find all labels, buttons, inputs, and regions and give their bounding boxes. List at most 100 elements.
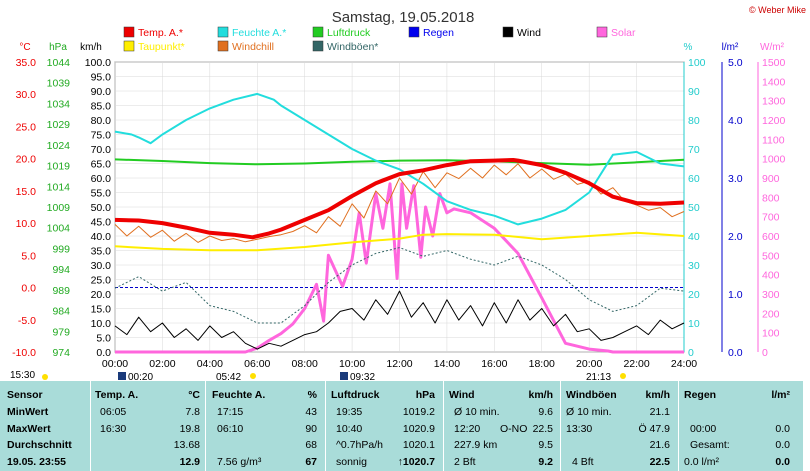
sunset-icon bbox=[620, 373, 626, 379]
series-feuchte-a bbox=[114, 92, 685, 226]
series-wind bbox=[114, 290, 685, 350]
y-tick-label-rain_lm2: 0.0 bbox=[728, 347, 743, 359]
y-tick-label-wind_kmh: 0.0 bbox=[96, 347, 111, 359]
unit-celsius: °C bbox=[19, 42, 30, 53]
unit-solar: W/m² bbox=[760, 42, 785, 53]
legend-label: Luftdruck bbox=[327, 27, 371, 39]
y-tick-label-solar_wm2: 1500 bbox=[762, 57, 786, 69]
wind-current-value: 9.2 bbox=[538, 456, 553, 468]
legend: Temp. A.* Feuchte A.* Luftdruck Regen Wind So… bbox=[123, 26, 636, 53]
legend-swatch bbox=[502, 26, 514, 38]
legend-swatch bbox=[596, 26, 608, 38]
sunrise-time: 05:42 bbox=[216, 372, 241, 381]
y-tick-label-wind_kmh: 75.0 bbox=[91, 130, 112, 142]
y-tick-label-temp_c: -10.0 bbox=[12, 347, 36, 359]
y-tick-label-wind_kmh: 5.0 bbox=[96, 333, 111, 345]
table-row: MinWert 06:05 7.8 17:15 43 19:35 1019.2 … bbox=[0, 405, 803, 420]
series-taupunkt bbox=[114, 231, 685, 252]
y-tick-label-wind_kmh: 30.0 bbox=[91, 260, 112, 272]
hdr-gusts-unit: km/h bbox=[645, 389, 670, 401]
y-tick-label-pressure_hpa: 999 bbox=[52, 243, 70, 255]
series-solar bbox=[115, 182, 684, 354]
y-tick-label-solar_wm2: 300 bbox=[762, 289, 780, 301]
y-tick-label-wind_kmh: 45.0 bbox=[91, 217, 112, 229]
y-tick-label-wind_kmh: 95.0 bbox=[91, 72, 112, 84]
y-tick-label-pressure_hpa: 1014 bbox=[47, 181, 71, 193]
y-tick-label-wind_kmh: 25.0 bbox=[91, 275, 112, 287]
sunset-time: 21:13 bbox=[586, 372, 611, 381]
rain-current-value: 0.0 bbox=[775, 456, 790, 468]
weather-chart: Samstag, 19.05.2018 © Weber Mike Temp. A… bbox=[10, 5, 806, 381]
y-tick-label-pressure_hpa: 1004 bbox=[47, 223, 71, 235]
hdr-rain: Regen bbox=[684, 389, 717, 401]
y-tick-label-wind_kmh: 15.0 bbox=[91, 304, 112, 316]
row-label: MinWert bbox=[7, 406, 49, 418]
table-header-row: Sensor Temp. A. °C Feuchte A. % Luftdruc… bbox=[0, 388, 803, 403]
humidity-time: 17:15 bbox=[217, 406, 244, 418]
rain-current-label: 0.0 l/m² bbox=[684, 456, 720, 468]
x-tick-label: 04:00 bbox=[197, 358, 223, 370]
sunrise-icon bbox=[250, 373, 256, 379]
y-tick-label-pressure_hpa: 1019 bbox=[47, 161, 71, 173]
x-tick-label: 12:00 bbox=[386, 358, 412, 370]
unit-hpa: hPa bbox=[49, 42, 67, 53]
table-row: Durchschnitt 13.68 68 ^0.7hPa/h 1020.1 2… bbox=[0, 438, 803, 453]
row-label: 19.05. 23:55 bbox=[7, 456, 66, 468]
y-tick-label-wind_kmh: 80.0 bbox=[91, 115, 112, 127]
y-tick-label-humidity_pct: 40 bbox=[688, 231, 700, 243]
y-tick-label-solar_wm2: 500 bbox=[762, 250, 780, 262]
y-tick-label-temp_c: 5.0 bbox=[21, 250, 36, 262]
legend-label: Taupunkt* bbox=[138, 41, 185, 53]
wind-value: 9.5 bbox=[538, 439, 553, 451]
y-tick-label-wind_kmh: 50.0 bbox=[91, 202, 112, 214]
hdr-humidity: Feuchte A. bbox=[212, 389, 266, 401]
y-tick-label-humidity_pct: 0 bbox=[688, 347, 694, 359]
gust-value: 21.1 bbox=[649, 406, 670, 418]
x-tick-label: 24:00 bbox=[671, 358, 697, 370]
wind-value: 9.6 bbox=[538, 406, 553, 418]
legend-label: Feuchte A.* bbox=[232, 27, 286, 39]
y-tick-label-temp_c: 15.0 bbox=[16, 186, 37, 198]
pressure-value: 1020.9 bbox=[402, 423, 435, 435]
temp-value: 7.8 bbox=[185, 406, 200, 418]
y-tick-label-temp_c: 10.0 bbox=[16, 218, 37, 230]
x-tick-label: 06:00 bbox=[244, 358, 270, 370]
table-row-current: 19.05. 23:55 12.9 7.56 g/m³ 67 sonnig ↑1… bbox=[0, 455, 803, 470]
legend-swatch bbox=[123, 26, 135, 38]
y-tick-label-rain_lm2: 2.0 bbox=[728, 231, 743, 243]
y-tick-label-humidity_pct: 20 bbox=[688, 289, 700, 301]
hdr-temp: Temp. A. bbox=[95, 389, 139, 401]
hdr-sensor: Sensor bbox=[7, 389, 43, 401]
weather-text: sonnig bbox=[336, 456, 367, 468]
y-tick-label-solar_wm2: 900 bbox=[762, 173, 780, 185]
humidity-time: 06:10 bbox=[217, 423, 244, 435]
y-tick-label-rain_lm2: 1.0 bbox=[728, 289, 743, 301]
left-time: 15:30 bbox=[10, 370, 35, 381]
y-tick-label-rain_lm2: 3.0 bbox=[728, 173, 743, 185]
table-row: MaxWert 16:30 19.8 06:10 90 10:40 1020.9… bbox=[0, 422, 803, 437]
legend-label: Windböen* bbox=[327, 41, 378, 53]
temp-current-value: 12.9 bbox=[179, 456, 200, 468]
wind-direction: O-NO bbox=[500, 423, 528, 435]
hdr-pressure-unit: hPa bbox=[415, 389, 435, 401]
series-temp-a bbox=[114, 158, 685, 240]
y-tick-label-humidity_pct: 70 bbox=[688, 144, 700, 156]
hdr-rain-unit: l/m² bbox=[771, 389, 790, 401]
y-tick-label-humidity_pct: 30 bbox=[688, 260, 700, 272]
hdr-temp-unit: °C bbox=[188, 389, 200, 401]
y-tick-label-wind_kmh: 60.0 bbox=[91, 173, 112, 185]
y-tick-label-wind_kmh: 85.0 bbox=[91, 101, 112, 113]
col-separator bbox=[205, 381, 206, 471]
moonset-icon bbox=[340, 372, 348, 380]
y-tick-label-solar_wm2: 600 bbox=[762, 231, 780, 243]
humidity-value: 68 bbox=[305, 439, 317, 451]
wind-value: 22.5 bbox=[532, 423, 553, 435]
series-luftdruck bbox=[114, 158, 685, 166]
hdr-pressure: Luftdruck bbox=[331, 389, 380, 401]
legend-swatch bbox=[408, 26, 420, 38]
legend-label: Regen bbox=[423, 27, 454, 39]
y-tick-label-temp_c: 30.0 bbox=[16, 89, 37, 101]
pressure-trend: ^0.7hPa/h bbox=[336, 439, 383, 451]
y-tick-label-temp_c: 25.0 bbox=[16, 121, 37, 133]
temp-time: 16:30 bbox=[100, 423, 127, 435]
